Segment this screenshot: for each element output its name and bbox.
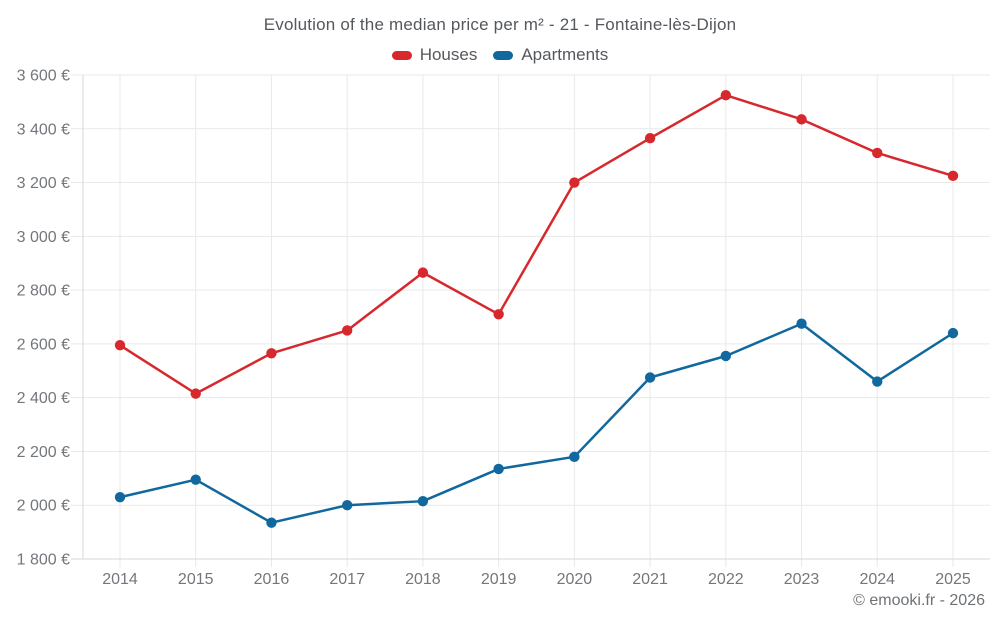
series-apartments bbox=[114, 318, 959, 528]
x-tick-label: 2018 bbox=[405, 571, 441, 588]
x-tick-label: 2024 bbox=[859, 571, 895, 588]
data-point[interactable] bbox=[720, 350, 732, 362]
y-tick-label: 2 400 € bbox=[17, 390, 70, 407]
data-point[interactable] bbox=[872, 147, 883, 159]
y-tick-label: 1 800 € bbox=[17, 552, 70, 569]
data-point[interactable] bbox=[947, 170, 959, 182]
data-point[interactable] bbox=[569, 177, 580, 188]
data-point[interactable] bbox=[720, 89, 732, 101]
gridlines bbox=[71, 74, 990, 567]
data-point[interactable] bbox=[796, 114, 807, 125]
axis-labels: 1 800 € 2 000 € 2 200 € 2 400 € 2 600 € 2 800… bbox=[17, 68, 971, 589]
x-tick-label: 2017 bbox=[329, 571, 365, 588]
data-point[interactable] bbox=[947, 327, 959, 339]
data-point[interactable] bbox=[190, 474, 201, 485]
x-tick-label: 2021 bbox=[632, 571, 668, 588]
x-tick-label: 2025 bbox=[935, 571, 971, 588]
y-tick-label: 2 600 € bbox=[17, 336, 70, 353]
data-point[interactable] bbox=[266, 348, 277, 359]
legend-label-houses: Houses bbox=[419, 45, 478, 64]
x-tick-label: 2023 bbox=[784, 571, 820, 588]
data-point[interactable] bbox=[569, 451, 580, 463]
y-tick-label: 2 200 € bbox=[17, 444, 70, 461]
x-tick-label: 2020 bbox=[557, 571, 593, 588]
y-tick-label: 3 600 € bbox=[17, 68, 70, 85]
data-point[interactable] bbox=[341, 325, 353, 336]
legend-item-apartments[interactable]: Apartments bbox=[493, 45, 608, 65]
x-tick-label: 2019 bbox=[481, 571, 517, 588]
data-point[interactable] bbox=[341, 500, 353, 511]
copyright: © emooki.fr - 2026 bbox=[853, 592, 985, 609]
chart-title: Evolution of the median price per m² - 2… bbox=[263, 15, 737, 34]
series-houses bbox=[114, 89, 959, 399]
data-point[interactable] bbox=[493, 463, 504, 475]
y-tick-label: 2 000 € bbox=[17, 498, 70, 515]
data-point[interactable] bbox=[644, 372, 656, 383]
data-point[interactable] bbox=[417, 495, 429, 507]
y-tick-label: 3 400 € bbox=[17, 121, 70, 138]
x-tick-label: 2015 bbox=[178, 571, 214, 588]
apartments-swatch-icon bbox=[493, 50, 514, 60]
legend-label-apartments: Apartments bbox=[521, 45, 609, 64]
data-point[interactable] bbox=[417, 267, 429, 278]
y-tick-label: 3 000 € bbox=[17, 229, 70, 246]
x-tick-label: 2022 bbox=[708, 571, 744, 588]
legend-item-houses[interactable]: Houses bbox=[391, 45, 478, 65]
data-point[interactable] bbox=[114, 340, 126, 351]
houses-swatch-icon bbox=[391, 50, 412, 60]
data-point[interactable] bbox=[872, 376, 883, 387]
y-tick-label: 2 800 € bbox=[17, 283, 70, 300]
data-point[interactable] bbox=[114, 491, 126, 503]
data-point[interactable] bbox=[644, 132, 656, 144]
x-tick-label: 2016 bbox=[254, 571, 290, 588]
data-point[interactable] bbox=[796, 318, 807, 329]
data-point[interactable] bbox=[266, 517, 277, 528]
x-tick-label: 2014 bbox=[102, 571, 138, 588]
axes bbox=[71, 75, 990, 560]
data-point[interactable] bbox=[493, 309, 504, 320]
y-tick-label: 3 200 € bbox=[17, 175, 70, 192]
data-point[interactable] bbox=[190, 388, 201, 399]
legend: Houses Apartments bbox=[0, 45, 1000, 65]
